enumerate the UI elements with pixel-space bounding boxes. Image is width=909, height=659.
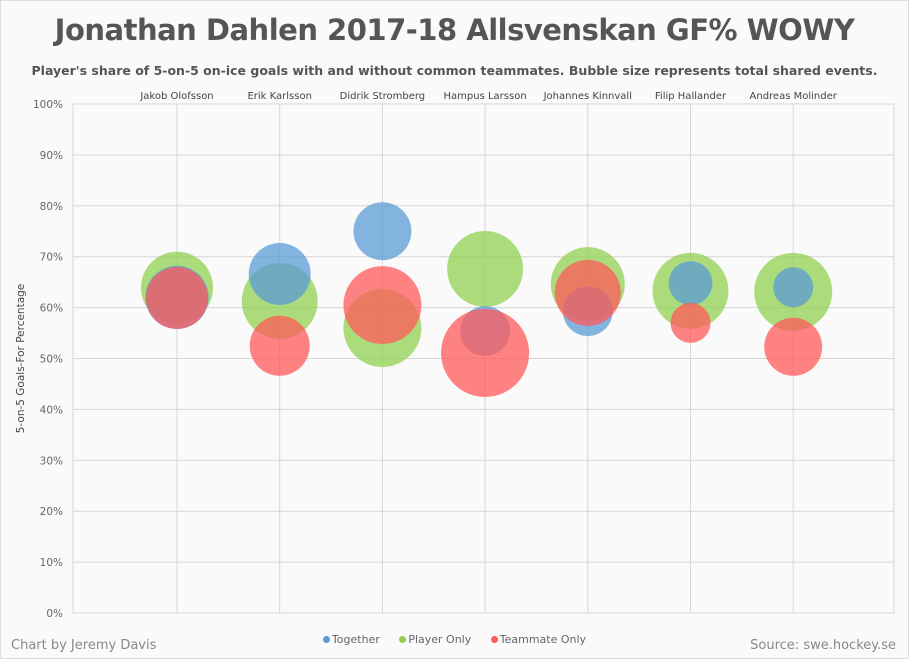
y-tick-label: 60% (40, 303, 63, 315)
bubble-together (773, 267, 814, 308)
y-tick-label: 30% (40, 455, 63, 467)
bubble-together (353, 202, 412, 261)
x-category-label: Didrik Stromberg (340, 91, 426, 102)
x-category-label: Erik Karlsson (247, 91, 311, 102)
bubble-teammate-only (146, 266, 208, 329)
bubble-teammate-only (554, 259, 621, 326)
y-tick-label: 20% (40, 506, 63, 518)
chart-subtitle: Player's share of 5-on-5 on-ice goals wi… (31, 63, 878, 78)
bubble-teammate-only (343, 266, 422, 345)
bubble-teammate-only (249, 315, 310, 376)
y-tick-label: 90% (40, 150, 63, 162)
bubble-player-only (447, 230, 524, 307)
legend-item-together[interactable]: Together (322, 633, 380, 646)
bubble-teammate-only (764, 317, 823, 376)
x-category-label: Filip Hallander (655, 91, 727, 102)
bubble-together (248, 243, 311, 305)
bubble-together (668, 261, 713, 306)
legend: Together Player Only Teammate Only (1, 633, 908, 646)
legend-label: Player Only (408, 633, 472, 646)
x-category-label: Johannes Kinnvall (543, 91, 632, 102)
legend-label: Together (331, 633, 380, 646)
legend-marker (399, 636, 407, 643)
credit: Chart by Jeremy Davis (11, 638, 157, 653)
legend-item-player-only[interactable]: Player Only (399, 633, 471, 646)
y-tick-label: 80% (40, 201, 63, 213)
x-category-label: Andreas Molinder (750, 91, 838, 102)
y-tick-label: 40% (40, 404, 63, 416)
y-tick-label: 100% (33, 99, 63, 111)
legend-marker (322, 636, 330, 643)
chart-title: Jonathan Dahlen 2017-18 Allsvenskan GF% … (54, 13, 855, 47)
y-tick-label: 70% (40, 252, 63, 264)
source: Source: swe.hockey.se (750, 638, 896, 653)
x-category-label: Hampus Larsson (444, 91, 527, 102)
bubble-teammate-only (670, 302, 711, 343)
legend-marker (490, 636, 498, 643)
y-axis-label: 5-on-5 Goals-For Percentage (15, 284, 27, 434)
legend-item-teammate-only[interactable]: Teammate Only (490, 633, 587, 646)
legend-label: Teammate Only (499, 633, 587, 646)
x-category-label: Jakob Olofsson (139, 91, 213, 102)
y-tick-label: 0% (46, 608, 63, 620)
y-tick-label: 10% (40, 557, 63, 569)
bubble-teammate-only (441, 308, 530, 397)
y-tick-label: 50% (40, 354, 63, 366)
